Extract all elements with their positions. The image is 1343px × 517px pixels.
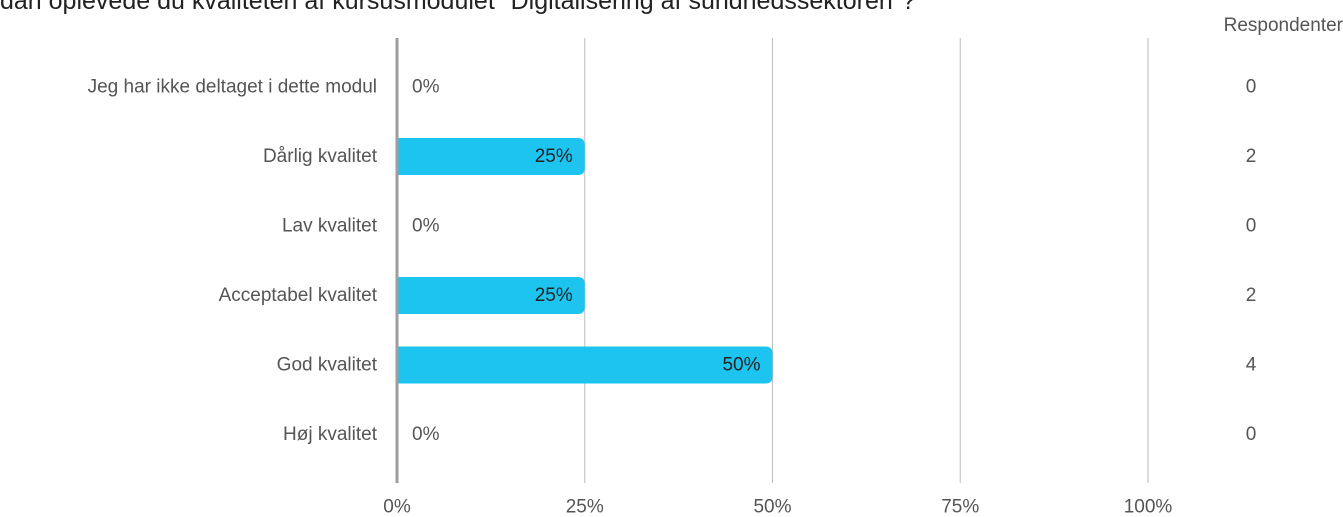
chart-title: dan oplevede du kvaliteten af kursusmodu… (0, 0, 916, 15)
value-label: 25% (535, 285, 573, 306)
value-label: 25% (535, 146, 573, 167)
category-label: Høj kvalitet (283, 424, 378, 445)
x-tick-label: 100% (1124, 497, 1173, 517)
x-tick-label: 0% (383, 497, 411, 517)
respondent-count: 4 (1246, 355, 1257, 376)
x-tick-label: 50% (753, 497, 791, 517)
respondent-count: 0 (1246, 424, 1257, 445)
x-tick-label: 25% (566, 497, 604, 517)
category-label: God kvalitet (277, 355, 378, 376)
bar (397, 138, 585, 175)
category-label: Jeg har ikke deltaget i dette modul (88, 77, 377, 98)
bar (397, 346, 773, 384)
category-label: Acceptabel kvalitet (219, 285, 378, 306)
respondent-count: 0 (1246, 216, 1257, 237)
category-label: Lav kvalitet (282, 216, 378, 237)
value-label: 0% (412, 77, 440, 98)
category-label: Dårlig kvalitet (263, 146, 378, 167)
value-label: 50% (722, 355, 760, 376)
bar (397, 277, 585, 314)
value-label: 0% (412, 424, 440, 445)
value-label: 0% (412, 216, 440, 237)
respondent-count: 2 (1246, 285, 1257, 306)
respondents-header: Respondenter (1223, 15, 1343, 36)
x-tick-label: 75% (941, 497, 979, 517)
respondent-count: 2 (1246, 146, 1257, 167)
respondent-count: 0 (1246, 77, 1257, 98)
